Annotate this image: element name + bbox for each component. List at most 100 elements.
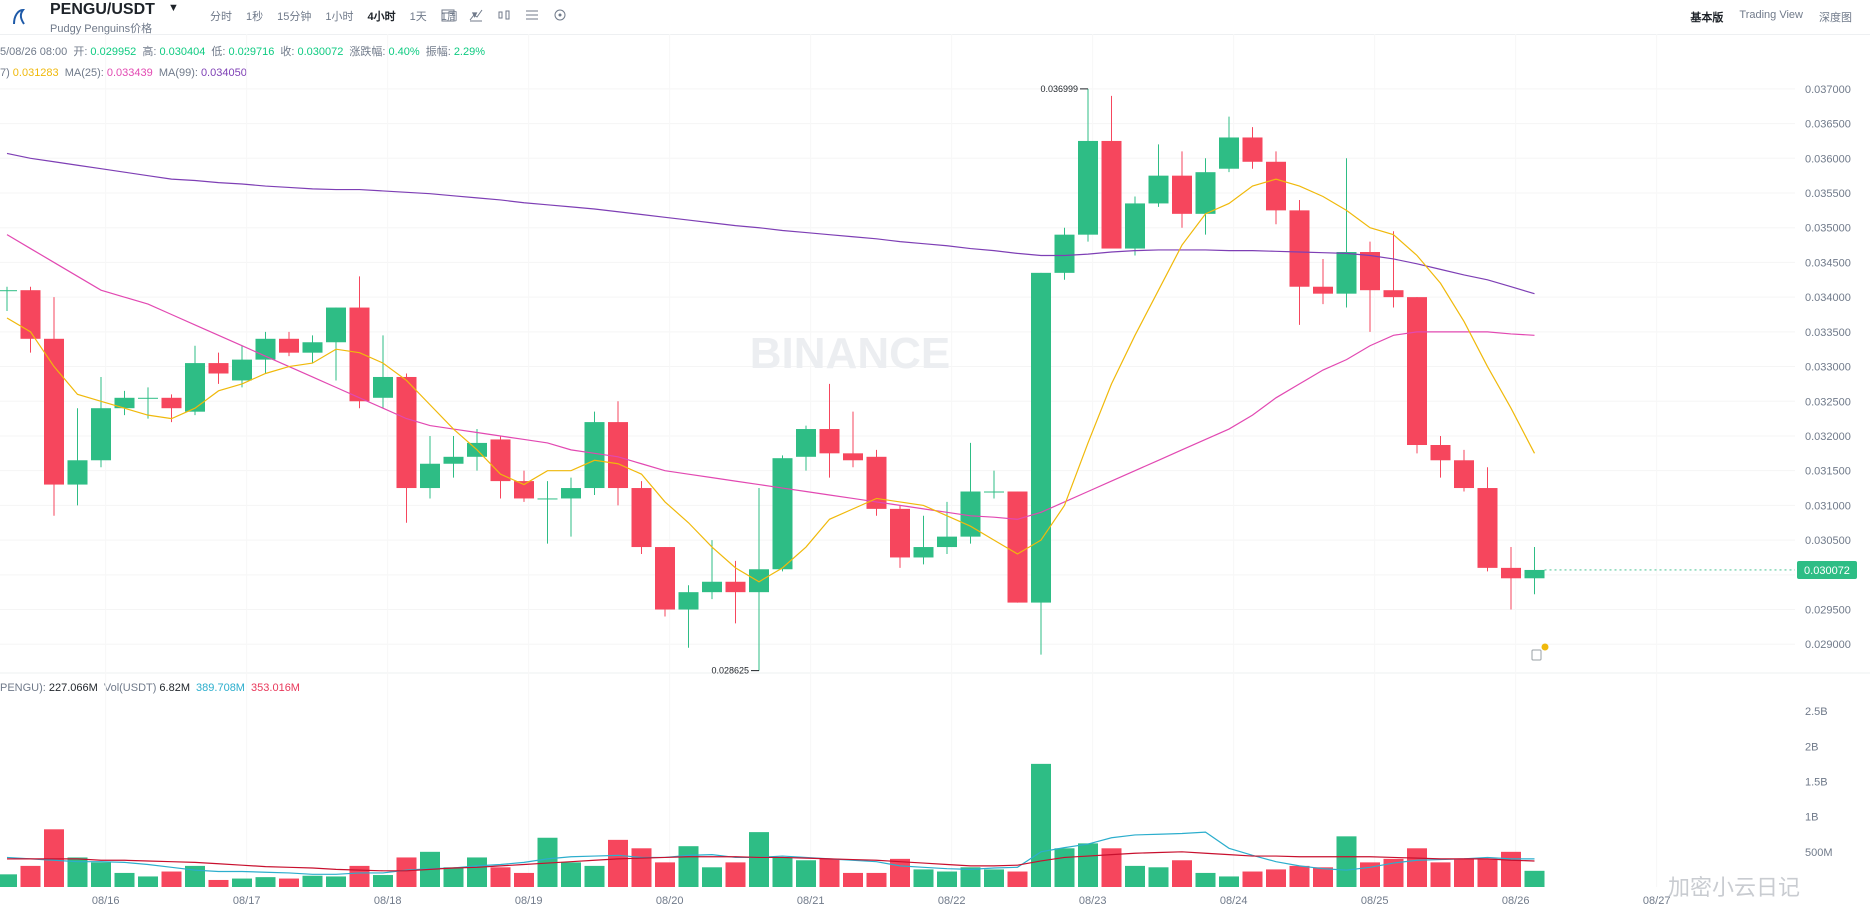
candle-body [749, 569, 769, 593]
candle-body [1101, 140, 1122, 249]
volume-bar [960, 867, 981, 887]
volume-bar [44, 829, 64, 887]
volume-bar [138, 876, 158, 887]
price-axis-label: 0.031500 [1805, 466, 1851, 478]
volume-bar [1219, 876, 1239, 887]
interval-tab[interactable]: 15分钟 [277, 11, 312, 23]
volume-bar [1195, 872, 1216, 887]
volume-bar [443, 867, 464, 887]
volume-bar [819, 858, 840, 887]
candle-body [796, 429, 816, 457]
top-toolbar: PENGU/USDT ▼ Pudgy Penguins价格 分时 1秒 15分钟… [0, 0, 1870, 35]
volume-bar [1172, 860, 1192, 887]
price-axis-label: 0.037000 [1805, 84, 1851, 96]
indicator-icon[interactable] [468, 7, 484, 23]
date-axis-label: 08/18 [374, 895, 402, 907]
candle-style-icon[interactable] [496, 7, 512, 23]
view-basic[interactable]: 基本版 [1690, 12, 1724, 24]
candle-body [349, 307, 370, 402]
volume-value: 227.066M [48, 682, 98, 694]
candle-body [326, 307, 346, 343]
candle-body [1313, 286, 1333, 294]
volume-bar [1313, 867, 1333, 887]
ma25-value: 0.033439 [106, 67, 153, 79]
candle-body [1524, 569, 1545, 579]
price-axis-label: 0.033000 [1805, 362, 1851, 374]
candle-body [420, 463, 440, 489]
candle-body [655, 547, 675, 610]
candle-body [44, 338, 64, 485]
symbol-title[interactable]: PENGU/USDT [50, 1, 155, 18]
candle-body [20, 290, 41, 339]
candle-body [678, 592, 699, 610]
candle-body [279, 338, 299, 353]
open-label: 开: [73, 46, 88, 58]
price-axis-label: 0.031000 [1805, 500, 1851, 512]
volume-axis-label: 1B [1805, 812, 1818, 824]
symbol-dropdown-icon[interactable]: ▼ [168, 2, 179, 14]
candle-body [185, 363, 205, 412]
volume-bar [1101, 848, 1122, 887]
calendar-icon[interactable] [440, 7, 456, 23]
candle-body [937, 536, 957, 548]
interval-tab[interactable]: 1小时 [325, 11, 354, 23]
view-depth[interactable]: 深度图 [1819, 12, 1852, 24]
interval-tab[interactable]: 分时 [210, 11, 232, 23]
amplitude-label: 振幅: [425, 46, 451, 58]
view-tradingview[interactable]: Trading View [1739, 9, 1803, 21]
candle-body [537, 498, 558, 500]
app-logo-icon[interactable] [8, 6, 30, 28]
volume-info-line: PENGU): 227.066M Vol(USDT) 6.82M 389.708M … [0, 682, 303, 694]
volume-bar [866, 872, 887, 887]
price-axis-label: 0.034000 [1805, 292, 1851, 304]
candle-body [1195, 172, 1216, 214]
candle-body [1007, 491, 1028, 603]
alert-icon [1531, 649, 1542, 661]
volume-bar [514, 872, 534, 887]
date-axis-label: 08/27 [1643, 895, 1671, 907]
date-axis-label: 08/21 [797, 895, 825, 907]
symbol-subname[interactable]: Pudgy Penguins价格 [50, 23, 153, 35]
ma7-label: 7) [0, 67, 10, 79]
candle-body [1219, 137, 1239, 169]
settings-icon[interactable] [524, 7, 540, 23]
volume-bar [608, 839, 628, 887]
candle-body [561, 488, 581, 499]
interval-tab-active[interactable]: 4小时 [367, 11, 396, 23]
candle-body [1078, 140, 1098, 235]
price-axis-label: 0.035500 [1805, 188, 1851, 200]
target-icon[interactable] [552, 7, 568, 23]
date-axis-label: 08/24 [1220, 895, 1248, 907]
volume-bar [255, 877, 276, 887]
low-marker-label: 0.028625 [711, 666, 749, 676]
candle-body [913, 547, 934, 558]
volume-axis-label: 1.5B [1805, 776, 1828, 788]
candle-body [631, 488, 652, 548]
volume-bar [631, 848, 652, 887]
open-value: 0.029952 [90, 46, 137, 58]
volume-bar [326, 876, 346, 887]
candle-body [1477, 488, 1498, 568]
date-axis-label: 08/17 [233, 895, 261, 907]
binance-watermark: BINANCE [750, 329, 950, 378]
interval-tab[interactable]: 1天 [409, 11, 427, 23]
low-label: 低: [211, 46, 226, 58]
volume-bar [1383, 858, 1404, 887]
volume-bar [396, 857, 417, 887]
volume-bar [890, 858, 910, 887]
last-price-label: 0.030072 [1804, 565, 1850, 577]
volume-bar [185, 865, 205, 887]
volume-bar [1336, 836, 1357, 887]
volume-axis-label: 500M [1805, 847, 1833, 859]
ma99-label: MA(99): [158, 67, 198, 79]
candle-date: 5/08/26 08:00 [0, 46, 68, 58]
candle-body [843, 453, 863, 461]
volume-bar [1407, 848, 1427, 887]
candle-body [514, 481, 534, 499]
volume-bar [1289, 865, 1310, 887]
interval-tab[interactable]: 1秒 [246, 11, 264, 23]
low-value: 0.029716 [228, 46, 275, 58]
candle-body [1454, 460, 1474, 489]
volume-bar [678, 846, 699, 887]
